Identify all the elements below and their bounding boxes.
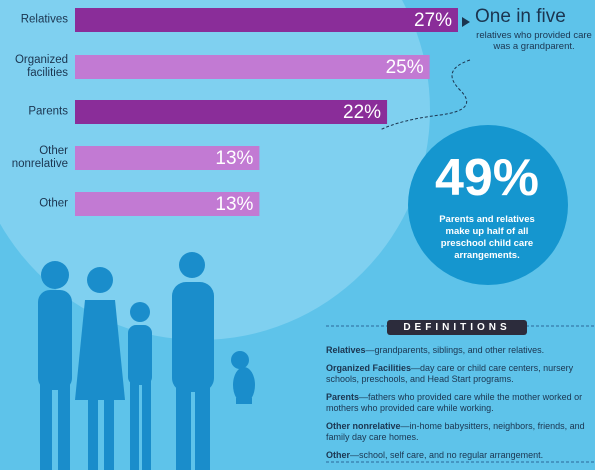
definition: Parents—fathers who provided care while … [326,392,588,414]
category-label: Other [39,197,68,210]
definition-term: Other [326,450,351,460]
definition: Organized Facilities—day care or child c… [326,363,588,385]
category-label: Other nonrelative [11,145,68,170]
bar [75,55,430,79]
value-label: 25% [386,57,424,78]
value-label: 27% [414,10,452,31]
category-label: Organized facilities [14,54,68,79]
category-label: Relatives [20,13,68,26]
definitions: DEFINITIONS Relatives—grandparents, sibl… [326,320,588,468]
bar [75,192,260,216]
definition: Other nonrelative—in-home babysitters, n… [326,421,588,443]
highlight-circle [408,125,568,285]
callout-title: One in five [475,6,566,27]
definition-term: Other nonrelative [326,421,401,431]
definition-term: Organized Facilities [326,363,412,373]
definition-term: Parents [326,392,360,402]
value-label: 13% [215,148,253,169]
definition: Other—school, self care, and no regular … [326,450,588,461]
bar [75,8,458,32]
big-number: 49% [434,149,540,207]
value-label: 22% [343,102,381,123]
big-text: Parents and relatives make up half of al… [439,214,535,261]
value-label: 13% [215,194,253,215]
category-label: Parents [28,105,68,118]
definition-text: —school, self care, and no regular arran… [350,450,544,460]
dashed-swirl [379,59,471,131]
definition-text: —day care or child care centers, nursery… [326,363,574,384]
definition-text: —in-home babysitters, neighbors, friends… [326,421,585,442]
callout-text: relatives who provided care was a grandp… [476,30,592,52]
definition: Relatives—grandparents, siblings, and ot… [326,345,588,356]
bar [75,146,260,170]
definition-text: —fathers who provided care while the mot… [326,392,583,413]
pointer [462,17,470,27]
definitions-title: DEFINITIONS [387,320,527,335]
bar [75,100,388,124]
definition-term: Relatives [326,345,366,355]
family-silhouettes [38,252,255,470]
definition-text: —grandparents, siblings, and other relat… [365,345,545,355]
